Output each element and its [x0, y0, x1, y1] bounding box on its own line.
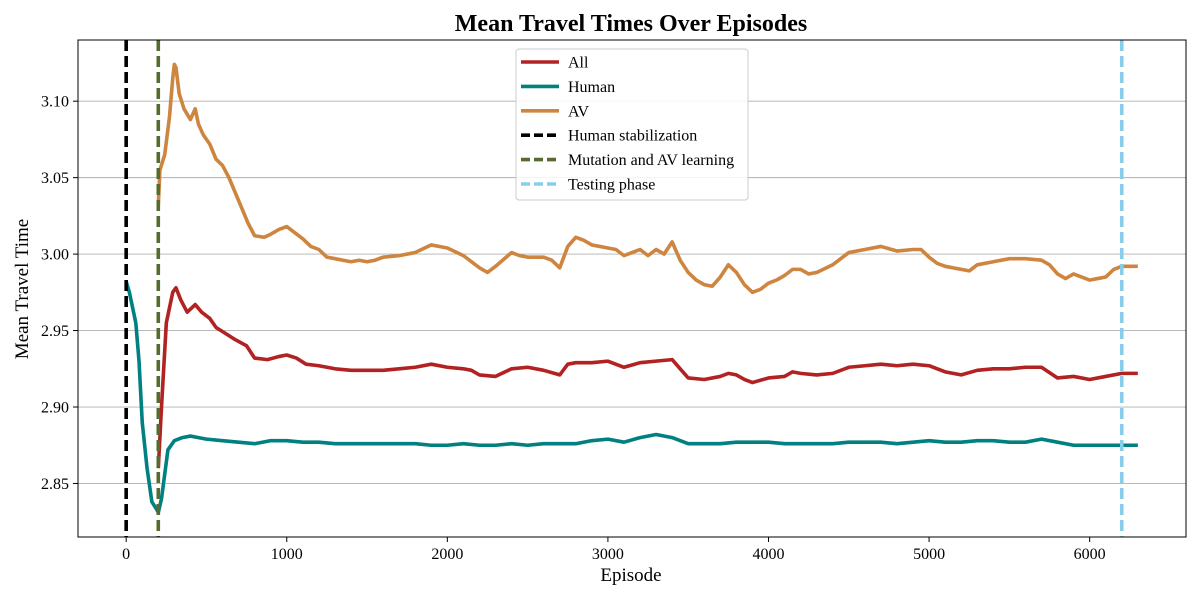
x-tick-label: 0: [122, 546, 130, 563]
chart-title: Mean Travel Times Over Episodes: [455, 11, 807, 37]
axes-layer: 0 1000 2000 3000 4000 5000 6000 2.85 2.90 2.95 3.0…: [41, 39, 1187, 563]
series-line-all: [156, 285, 1138, 469]
plot-area: [124, 40, 1138, 537]
y-tick-label: 2.90: [41, 400, 69, 417]
x-tick-label: 4000: [752, 546, 784, 563]
plot-layer: [124, 40, 1138, 537]
legend-label: Mutation and AV learning: [568, 152, 734, 169]
y-axis-title: Mean Travel Time: [12, 219, 33, 359]
legend: All Human AV Human stabilization Mutation an…: [515, 48, 749, 201]
x-tick-label: 1000: [271, 546, 303, 563]
legend-label: Testing phase: [568, 177, 655, 194]
x-tick-label: 3000: [592, 546, 624, 563]
legend-label: All: [568, 55, 589, 72]
legend-label: Human stabilization: [568, 128, 697, 145]
x-tick-label: 6000: [1074, 546, 1106, 563]
x-tick-label: 2000: [431, 546, 463, 563]
y-tick-label: 3.10: [41, 94, 69, 111]
series-line-av: [156, 62, 1138, 295]
x-tick-label: 5000: [913, 546, 945, 563]
series-line-human: [124, 281, 1138, 515]
y-tick-label: 3.00: [41, 247, 69, 264]
axes-frame: [77, 39, 1187, 538]
y-tick-label: 2.95: [41, 323, 69, 340]
legend-label: Human: [568, 79, 615, 96]
legend-box: [515, 48, 749, 201]
y-tick-label: 2.85: [41, 476, 69, 493]
y-tick-label: 3.05: [41, 170, 69, 187]
x-axis-title: Episode: [600, 565, 661, 586]
legend-label: AV: [568, 103, 589, 120]
